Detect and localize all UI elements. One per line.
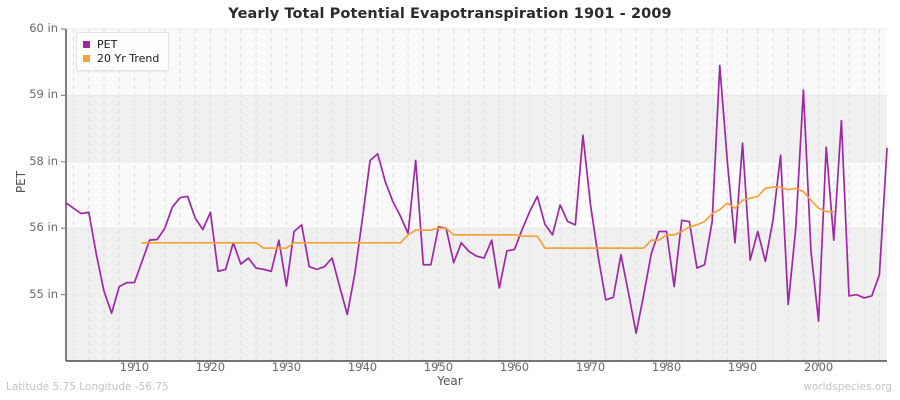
- legend-item-label: PET: [97, 38, 118, 51]
- chart-title: Yearly Total Potential Evapotranspiratio…: [228, 6, 672, 22]
- x-tick-label: 1930: [271, 360, 302, 374]
- x-tick-label: 1910: [119, 360, 150, 374]
- x-tick-label: 1980: [651, 360, 682, 374]
- y-tick-label: 58 in: [29, 153, 58, 168]
- y-tick-label: 60 in: [29, 21, 58, 35]
- plot-band: [66, 228, 887, 295]
- series-line-20-yr-trend: [141, 186, 835, 249]
- y-tick-label: 56 in: [29, 220, 58, 235]
- x-tick-label: 1970: [575, 360, 606, 374]
- legend-item-label: 20 Yr Trend: [97, 52, 160, 65]
- legend-swatch-icon: [83, 41, 90, 48]
- legend-item[interactable]: PET: [83, 38, 159, 51]
- y-tick-label: 59 in: [29, 87, 58, 102]
- x-tick-label: 2000: [803, 360, 834, 374]
- footer-attribution: worldspecies.org: [803, 381, 892, 393]
- chart-legend: PET 20 Yr Trend: [76, 32, 170, 71]
- x-tick-label: 1940: [347, 360, 378, 374]
- series-line-pet: [65, 64, 888, 334]
- x-axis-title: Year: [437, 374, 463, 388]
- y-tick-label: 55 in: [29, 286, 58, 301]
- legend-item[interactable]: 20 Yr Trend: [83, 52, 159, 65]
- x-tick-label: 1960: [499, 360, 530, 374]
- plot-band: [66, 95, 887, 162]
- x-tick-label: 1950: [423, 360, 454, 374]
- x-tick-label: 1920: [195, 360, 226, 374]
- footer-coordinates: Latitude 5.75 Longitude -56.75: [6, 381, 169, 393]
- plot-band: [66, 294, 887, 361]
- x-tick-label: 1990: [727, 360, 758, 374]
- legend-swatch-icon: [83, 55, 90, 62]
